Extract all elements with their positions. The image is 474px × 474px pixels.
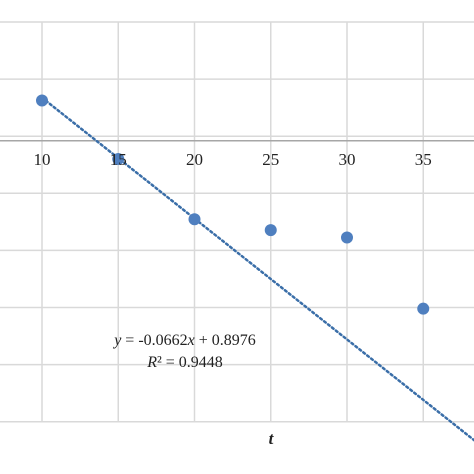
data-point xyxy=(264,224,277,237)
trendline-equation: y = -0.0662x + 0.8976 xyxy=(112,332,256,349)
x-tick-label: 35 xyxy=(415,150,432,169)
x-tick-label: 10 xyxy=(34,150,51,169)
data-point xyxy=(112,152,125,165)
trendline-annotation: y = -0.0662x + 0.8976 R² = 0.9448 xyxy=(112,332,256,371)
x-axis-title: t xyxy=(269,429,275,448)
x-tick-labels: 10 15 20 25 30 35 xyxy=(34,150,432,169)
trendline-layer xyxy=(40,96,474,442)
x-tick-label: 20 xyxy=(186,150,203,169)
data-point xyxy=(341,231,353,244)
data-points xyxy=(36,94,430,315)
x-tick-label: 15 xyxy=(110,150,127,169)
grid xyxy=(0,21,474,423)
x-tick-label: 25 xyxy=(262,150,279,169)
linear-trendline xyxy=(40,96,474,442)
data-point xyxy=(36,94,48,107)
r-squared-label: R² = 0.9448 xyxy=(146,354,223,371)
x-tick-label: 30 xyxy=(339,150,356,169)
data-point xyxy=(417,302,430,315)
data-point xyxy=(188,213,201,226)
